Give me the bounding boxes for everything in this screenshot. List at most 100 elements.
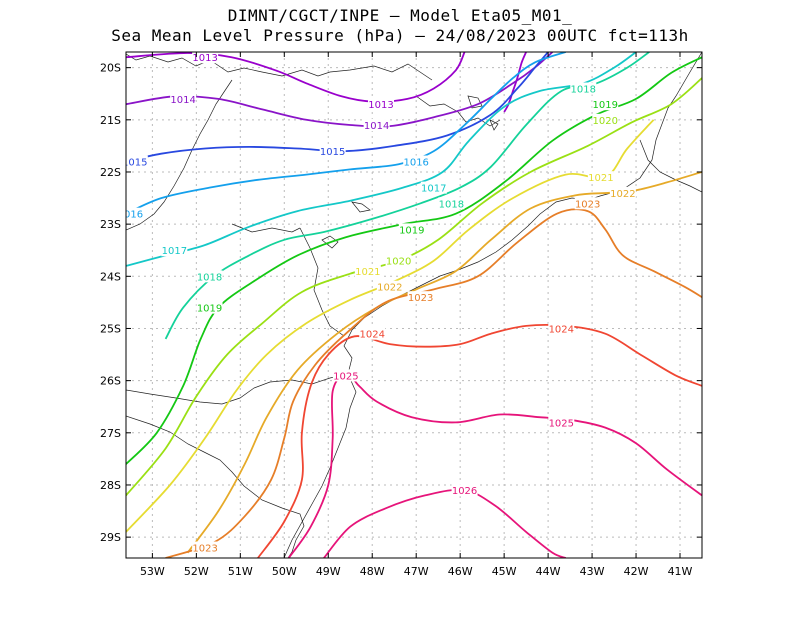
contour-label-1022: 1022 (377, 283, 402, 294)
contour-label-1017: 1017 (162, 246, 187, 257)
contour-label-bg (332, 369, 359, 382)
contour-label-1023: 1023 (408, 293, 433, 304)
contour-label-1015: 1015 (122, 158, 147, 169)
isobar-1021 (126, 119, 655, 533)
isobar-1013 (126, 52, 466, 103)
axis-ticks: 53W 52W 51W 50W 49W 48W 47W 46W 45W 44W 43W 42W 41W 2… (100, 52, 702, 578)
contour-label-bg (126, 155, 148, 168)
contour-label-1017: 1017 (421, 184, 446, 195)
isobar-1023 (165, 208, 702, 558)
contour-label-bg (592, 98, 619, 111)
island (321, 235, 339, 249)
contour-label-1018: 1018 (571, 85, 596, 96)
lat-tick-label: 25S (100, 322, 121, 335)
contour-label-1018: 1018 (439, 199, 464, 210)
contour-label-bg (126, 207, 144, 220)
state-border (299, 227, 345, 337)
lon-tick-label: 49W (316, 565, 341, 578)
state-border (126, 373, 349, 405)
contour-label-1019: 1019 (197, 304, 222, 315)
lon-tick-label: 45W (492, 565, 517, 578)
state-border (639, 139, 702, 193)
contour-label-1021: 1021 (588, 173, 613, 184)
contour-label-1023: 1023 (575, 199, 600, 210)
contour-label-bg (451, 484, 478, 497)
lon-tick-label: 43W (580, 565, 605, 578)
state-border (231, 223, 301, 233)
lon-tick-label: 53W (140, 565, 165, 578)
lat-tick-label: 28S (100, 479, 121, 492)
isobar-1025 (287, 371, 702, 558)
contour-label-1018: 1018 (197, 272, 222, 283)
isobar-1026 (323, 488, 567, 558)
contour-label-1013: 1013 (368, 100, 393, 111)
contour-label-bg (192, 52, 219, 64)
contour-label-bg (398, 223, 425, 236)
contour-label-1026: 1026 (452, 486, 477, 497)
contour-label-bg (363, 119, 390, 132)
contour-label-1020: 1020 (386, 257, 411, 268)
contour-label-1021: 1021 (355, 267, 380, 278)
state-border (126, 79, 233, 231)
lat-tick-label: 29S (100, 531, 121, 544)
contour-label-1024: 1024 (549, 324, 574, 335)
contour-label-bg (548, 322, 575, 335)
lon-tick-label: 50W (272, 565, 297, 578)
contour-label-bg (196, 301, 223, 314)
contour-label-bg (385, 254, 412, 267)
contour-label-bg (196, 270, 223, 283)
contour-label-1019: 1019 (593, 100, 618, 111)
contour-label-bg (587, 171, 614, 184)
coastline (283, 52, 702, 558)
lon-tick-label: 42W (624, 565, 649, 578)
island (467, 95, 483, 109)
lon-tick-label: 52W (184, 565, 209, 578)
contour-label-bg (609, 186, 636, 199)
contour-label-1022: 1022 (610, 189, 635, 200)
contour-label-1015: 1015 (320, 147, 345, 158)
island (489, 119, 499, 131)
contour-label-bg (403, 155, 430, 168)
lat-tick-label: 20S (100, 62, 121, 75)
contour-label-bg (359, 327, 386, 340)
contour-label-layer: 1013 1013 1014 1014 1015 1015 1016 1016 1017 1017… (118, 52, 636, 555)
contour-label-bg (592, 113, 619, 126)
contour-label-bg (161, 244, 188, 257)
lon-tick-label: 48W (360, 565, 385, 578)
contour-label-bg (548, 416, 575, 429)
contour-label-1023: 1023 (192, 544, 217, 555)
contour-label-bg (192, 541, 219, 554)
contour-label-bg (354, 265, 381, 278)
state-border (415, 95, 501, 127)
lon-tick-label: 51W (228, 565, 253, 578)
contour-label-bg (368, 98, 395, 111)
state-border (126, 53, 433, 81)
contour-label-1016: 1016 (403, 158, 428, 169)
lat-lon-grid (126, 52, 702, 558)
contour-label-1016: 1016 (118, 210, 143, 221)
contour-label-bg (574, 197, 601, 210)
contour-label-1025: 1025 (333, 371, 358, 382)
contour-label-1014: 1014 (170, 95, 195, 106)
contour-label-1013: 1013 (192, 53, 217, 64)
lon-tick-label: 44W (536, 565, 561, 578)
state-border (126, 415, 305, 558)
lat-tick-label: 26S (100, 375, 121, 388)
lon-tick-label: 46W (448, 565, 473, 578)
contour-label-1024: 1024 (360, 330, 385, 341)
contour-label-1019: 1019 (399, 225, 424, 236)
lon-tick-label: 47W (404, 565, 429, 578)
contour-label-1014: 1014 (364, 121, 389, 132)
contour-label-bg (570, 82, 597, 95)
isobar-1024 (257, 324, 702, 558)
lon-tick-label: 41W (668, 565, 693, 578)
contour-label-1020: 1020 (593, 116, 618, 127)
contour-label-bg (170, 92, 197, 105)
map-title-line-2: Sea Mean Level Pressure (hPa) – 24/08/20… (111, 26, 689, 45)
plot-frame (125, 51, 703, 559)
contour-label-1025: 1025 (549, 418, 574, 429)
lat-tick-label: 23S (100, 218, 121, 231)
geographic-boundaries (126, 52, 702, 558)
island (351, 201, 371, 213)
